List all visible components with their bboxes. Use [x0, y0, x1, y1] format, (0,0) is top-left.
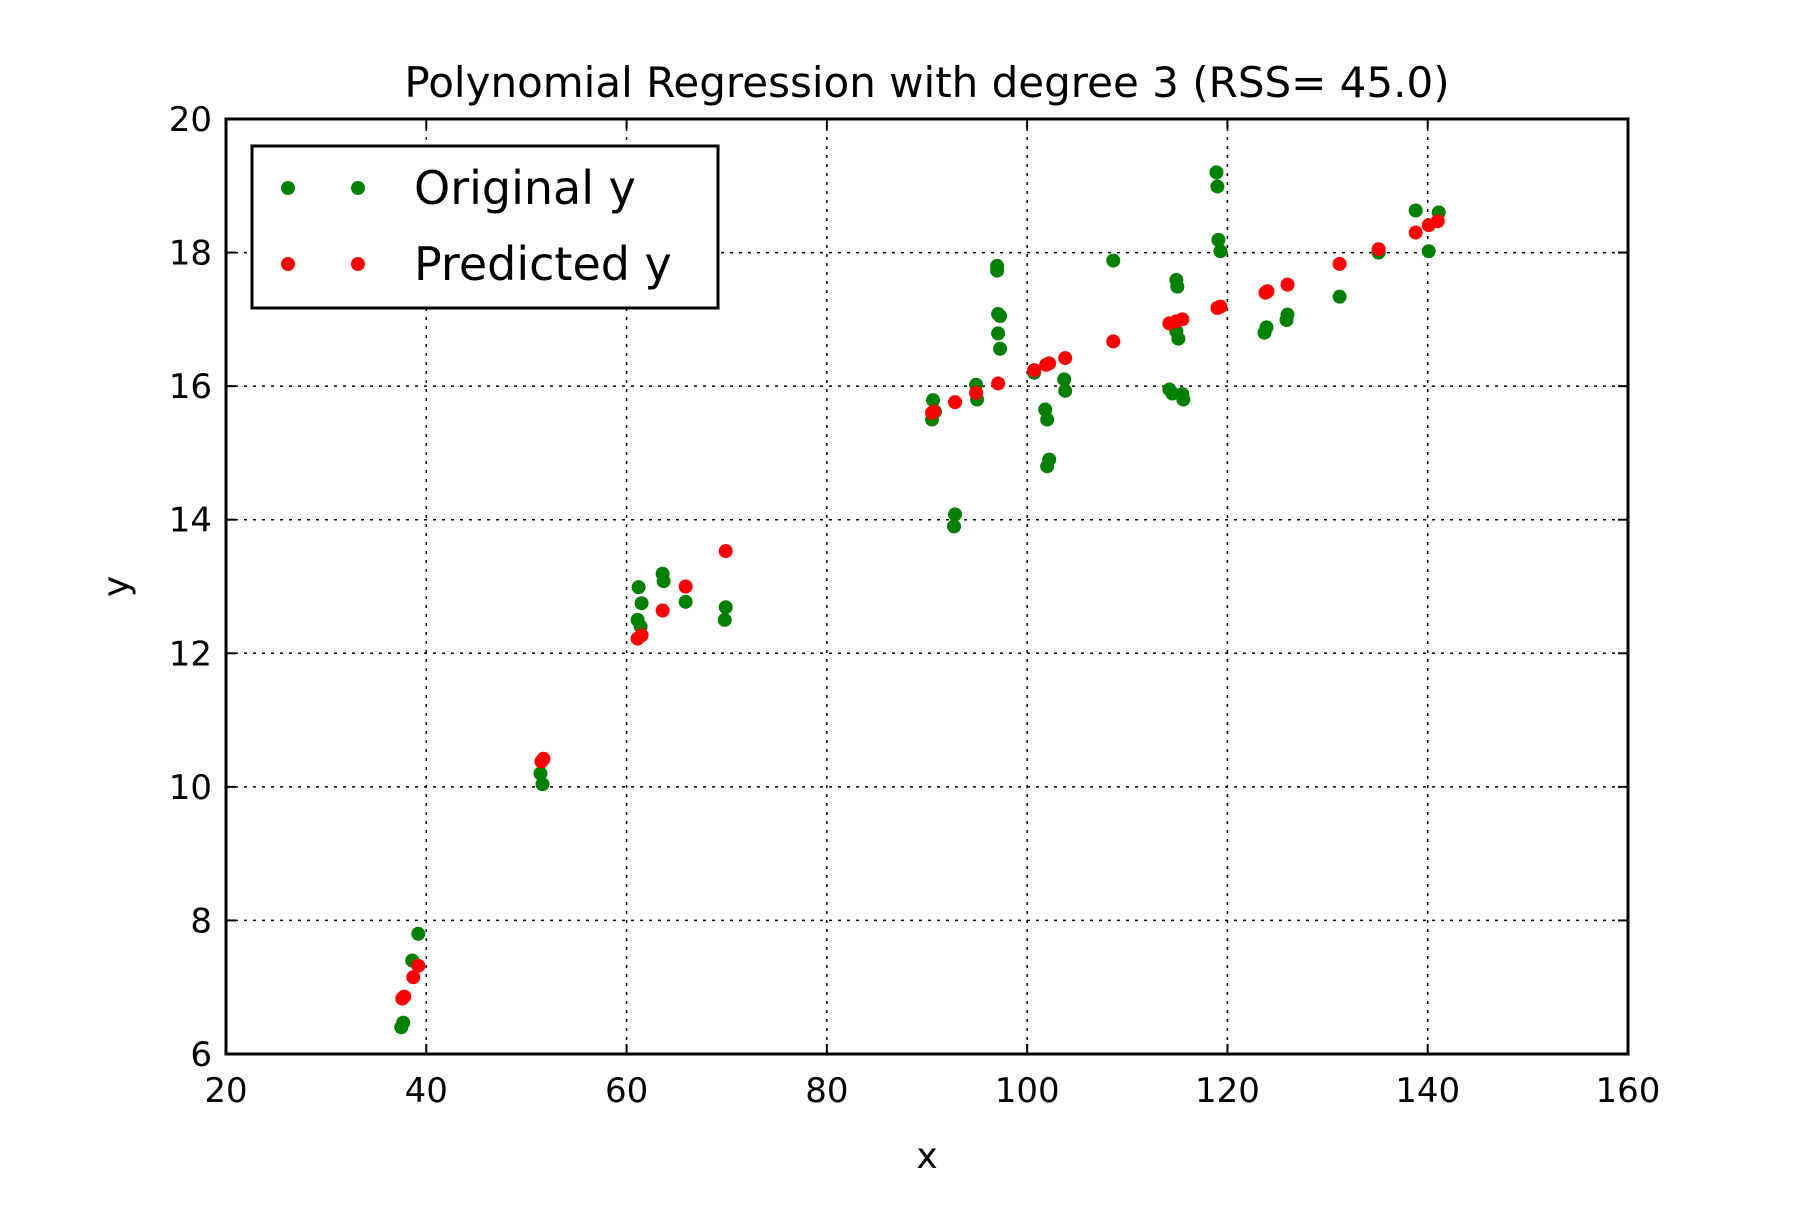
- data-point: [718, 600, 733, 615]
- data-point: [1332, 256, 1347, 271]
- y-tick-label: 16: [169, 367, 212, 407]
- x-tick-label: 100: [995, 1071, 1060, 1111]
- data-point: [948, 507, 963, 522]
- legend: Original y Predicted y: [250, 144, 720, 310]
- series-1: [395, 214, 1445, 1006]
- data-point: [1211, 232, 1226, 247]
- data-point: [1260, 284, 1275, 299]
- data-point: [634, 628, 649, 643]
- data-point: [1040, 412, 1055, 427]
- legend-marker: [281, 181, 295, 195]
- data-point: [533, 766, 548, 781]
- x-axis-label: x: [916, 1136, 937, 1177]
- data-point: [1210, 179, 1225, 194]
- data-point: [536, 751, 551, 766]
- data-point: [1280, 307, 1295, 322]
- y-axis-label: y: [96, 576, 137, 597]
- data-point: [993, 309, 1008, 324]
- data-point: [1408, 203, 1423, 218]
- data-point: [1280, 277, 1295, 292]
- y-tick-label: 18: [169, 234, 212, 274]
- x-tick-label: 140: [1395, 1071, 1460, 1111]
- data-point: [718, 544, 733, 559]
- x-tick-label: 160: [1596, 1071, 1661, 1111]
- data-point: [991, 326, 1006, 341]
- legend-marker: [351, 181, 365, 195]
- data-point: [1106, 334, 1121, 349]
- y-tick-label: 8: [190, 901, 212, 941]
- data-point: [1421, 244, 1436, 259]
- data-point: [1259, 320, 1274, 335]
- data-point: [1209, 165, 1224, 180]
- legend-label: Original y: [414, 161, 636, 215]
- data-point: [926, 393, 941, 408]
- data-point: [1430, 214, 1445, 229]
- chart-title: Polynomial Regression with degree 3 (RSS…: [404, 58, 1449, 107]
- data-point: [396, 1015, 411, 1030]
- data-point: [1165, 386, 1180, 401]
- data-point: [948, 395, 963, 410]
- axis-ticks: [225, 118, 1629, 1055]
- plot-frame: [224, 117, 1630, 1056]
- data-point: [1176, 392, 1191, 407]
- data-point: [969, 385, 984, 400]
- legend-marker: [281, 257, 295, 271]
- data-point: [1027, 363, 1042, 378]
- data-point: [411, 958, 426, 973]
- x-tick-label: 40: [405, 1071, 448, 1111]
- axis-tick-labels: 20 40 60 80 100 120 140 160 6 8 10 12 14 16 18 20: [169, 100, 1661, 1111]
- data-point: [535, 777, 550, 792]
- legend-marker: [351, 257, 365, 271]
- data-point: [717, 612, 732, 627]
- data-point: [1042, 356, 1057, 371]
- data-point: [1332, 289, 1347, 304]
- data-point: [1057, 372, 1072, 387]
- y-tick-label: 6: [190, 1035, 212, 1075]
- data-point: [656, 574, 671, 589]
- data-point: [1058, 383, 1073, 398]
- x-tick-label: 60: [605, 1071, 648, 1111]
- x-tick-label: 80: [805, 1071, 848, 1111]
- data-points: [394, 165, 1446, 1035]
- data-point: [1213, 299, 1228, 314]
- data-point: [631, 580, 646, 595]
- data-point: [927, 404, 942, 419]
- data-point: [1106, 253, 1121, 268]
- data-point: [1408, 225, 1423, 240]
- data-point: [991, 376, 1006, 391]
- data-point: [678, 579, 693, 594]
- y-tick-label: 10: [169, 768, 212, 808]
- y-tick-label: 14: [169, 501, 212, 541]
- data-point: [1175, 312, 1190, 327]
- legend-label: Predicted y: [414, 237, 672, 291]
- x-tick-label: 20: [204, 1071, 247, 1111]
- data-point: [947, 519, 962, 534]
- data-point: [1170, 279, 1185, 294]
- data-point: [1058, 351, 1073, 366]
- data-point: [634, 596, 649, 611]
- y-tick-label: 12: [169, 634, 212, 674]
- y-tick-label: 20: [169, 100, 212, 140]
- data-point: [990, 263, 1005, 278]
- data-point: [411, 926, 426, 941]
- data-point: [1171, 331, 1186, 346]
- data-point: [1040, 459, 1055, 474]
- data-point: [678, 594, 693, 609]
- data-point: [993, 341, 1008, 356]
- data-point: [655, 603, 670, 618]
- data-point: [397, 989, 412, 1004]
- data-point: [1213, 244, 1228, 259]
- data-point: [406, 970, 421, 985]
- legend-box: [250, 144, 720, 310]
- x-tick-label: 120: [1195, 1071, 1260, 1111]
- data-point: [1371, 242, 1386, 257]
